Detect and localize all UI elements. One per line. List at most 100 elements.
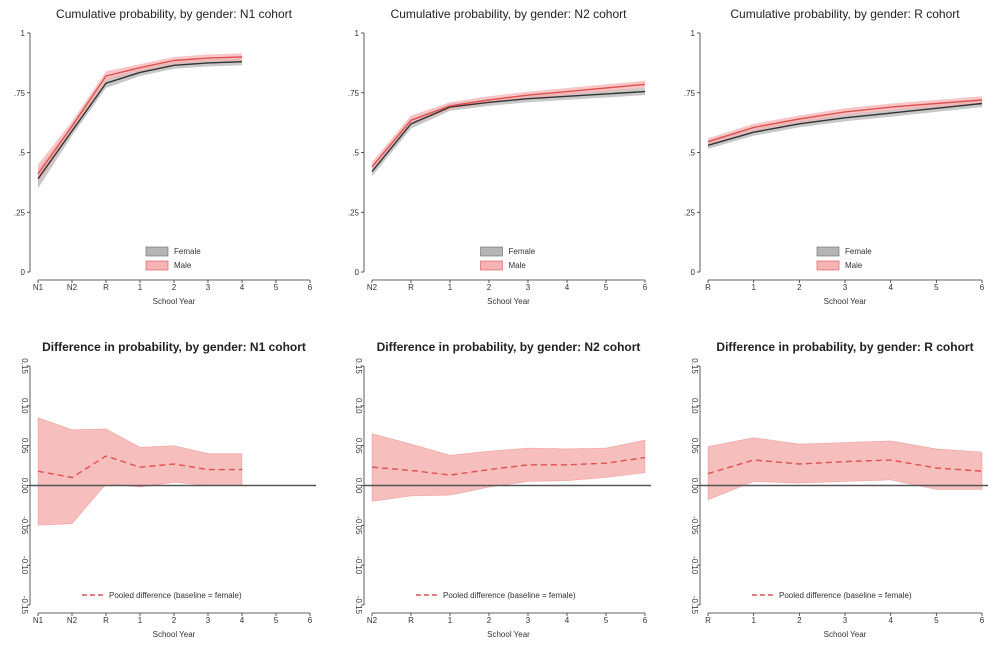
difference-ci-band: [707, 437, 983, 501]
x-tick-label: R: [408, 283, 414, 292]
y-tick-label: 0.05: [354, 438, 363, 454]
x-tick-label: 2: [797, 616, 802, 625]
x-tick-label: 4: [240, 616, 245, 625]
chart-panel-1: Cumulative probability, by gender: N1 co…: [14, 7, 313, 306]
chart-title: Difference in probability, by gender: N1…: [42, 340, 306, 354]
x-tick-label: 5: [274, 616, 279, 625]
x-tick-label: 4: [565, 616, 570, 625]
chart-panel-6: Difference in probability, by gender: R …: [690, 340, 988, 639]
x-tick-label: N1: [33, 616, 44, 625]
chart-title: Cumulative probability, by gender: N1 co…: [56, 7, 293, 21]
x-tick-label: N2: [67, 616, 78, 625]
x-tick-label: R: [103, 283, 109, 292]
y-tick-label: -0.05: [354, 516, 363, 535]
x-tick-label: 5: [274, 283, 279, 292]
y-tick-label: .25: [684, 208, 696, 217]
y-tick-label: -0.15: [690, 596, 699, 615]
y-tick-label: -0.05: [690, 516, 699, 535]
x-tick-label: R: [408, 616, 414, 625]
y-tick-label: .75: [348, 89, 360, 98]
y-tick-label: -0.10: [20, 556, 29, 575]
x-axis-label: School Year: [153, 630, 196, 639]
x-tick-label: R: [705, 616, 711, 625]
x-tick-label: 6: [308, 616, 313, 625]
x-tick-label: 1: [138, 283, 143, 292]
x-axis-label: School Year: [153, 297, 196, 306]
male-series-line: [707, 99, 983, 143]
female-series-line: [371, 90, 646, 173]
y-tick-label: 0: [355, 268, 360, 277]
x-tick-label: 6: [308, 283, 313, 292]
x-tick-label: 3: [843, 283, 848, 292]
x-tick-label: 6: [980, 283, 985, 292]
male-ci-band: [708, 96, 982, 146]
y-tick-label: .5: [18, 149, 25, 158]
y-tick-label: 1: [21, 29, 26, 38]
y-tick-label: .25: [348, 208, 360, 217]
y-tick-label: 0.00: [354, 478, 363, 494]
x-tick-label: 1: [751, 616, 756, 625]
x-tick-label: 2: [487, 283, 492, 292]
female-ci-band: [708, 99, 982, 149]
legend-swatch-female: [145, 246, 169, 257]
y-tick-label: 0.10: [690, 398, 699, 414]
x-tick-label: 5: [934, 616, 939, 625]
y-tick-label: .25: [14, 208, 26, 217]
x-tick-label: 6: [980, 616, 985, 625]
y-tick-label: 1: [691, 29, 696, 38]
y-tick-label: 0.10: [20, 398, 29, 414]
x-tick-label: 4: [240, 283, 245, 292]
x-tick-label: 2: [797, 283, 802, 292]
y-tick-label: -0.10: [690, 556, 699, 575]
male-series-line: [37, 56, 243, 175]
x-tick-label: 5: [934, 283, 939, 292]
x-tick-label: 1: [448, 283, 453, 292]
y-tick-label: -0.10: [354, 556, 363, 575]
legend-label-difference: Pooled difference (baseline = female): [443, 591, 576, 600]
y-tick-label: -0.15: [20, 596, 29, 615]
x-tick-label: 6: [643, 283, 648, 292]
legend-label-difference: Pooled difference (baseline = female): [109, 591, 242, 600]
x-tick-label: 4: [565, 283, 570, 292]
chart-title: Cumulative probability, by gender: N2 co…: [391, 7, 628, 21]
y-tick-label: 1: [355, 29, 360, 38]
legend-swatch-male: [816, 260, 840, 271]
y-tick-label: 0.00: [20, 478, 29, 494]
x-tick-label: 4: [888, 283, 893, 292]
x-tick-label: N2: [367, 616, 378, 625]
difference-series-line: [37, 455, 242, 479]
legend-swatch-male: [145, 260, 169, 271]
male-series-line: [371, 83, 646, 168]
y-tick-label: -0.05: [20, 516, 29, 535]
x-tick-label: 3: [843, 616, 848, 625]
y-tick-label: .75: [684, 89, 696, 98]
chart-title: Cumulative probability, by gender: R coh…: [730, 7, 960, 21]
x-tick-label: 1: [138, 616, 143, 625]
x-tick-label: 5: [604, 616, 609, 625]
legend-label-male: Male: [845, 261, 863, 270]
female-ci-band: [372, 88, 645, 177]
y-tick-label: 0.05: [20, 438, 29, 454]
x-axis-label: School Year: [487, 297, 530, 306]
legend-label-difference: Pooled difference (baseline = female): [779, 591, 912, 600]
difference-ci-band: [371, 433, 646, 502]
legend-label-female: Female: [174, 247, 201, 256]
female-series-line: [37, 61, 243, 180]
legend-label-female: Female: [845, 247, 872, 256]
difference-series-line: [707, 459, 983, 475]
y-tick-label: 0: [21, 268, 26, 277]
y-tick-label: 0.00: [690, 478, 699, 494]
chart-panel-5: Difference in probability, by gender: N2…: [354, 340, 651, 639]
x-tick-label: 3: [206, 616, 211, 625]
x-tick-label: N2: [367, 283, 378, 292]
difference-series-line: [371, 456, 646, 476]
male-ci-band: [38, 53, 242, 184]
y-tick-label: 0.10: [354, 398, 363, 414]
x-tick-label: R: [103, 616, 109, 625]
male-ci-band: [372, 80, 645, 172]
x-tick-label: 2: [172, 616, 177, 625]
legend-swatch-male: [480, 260, 503, 271]
x-tick-label: 3: [526, 616, 531, 625]
